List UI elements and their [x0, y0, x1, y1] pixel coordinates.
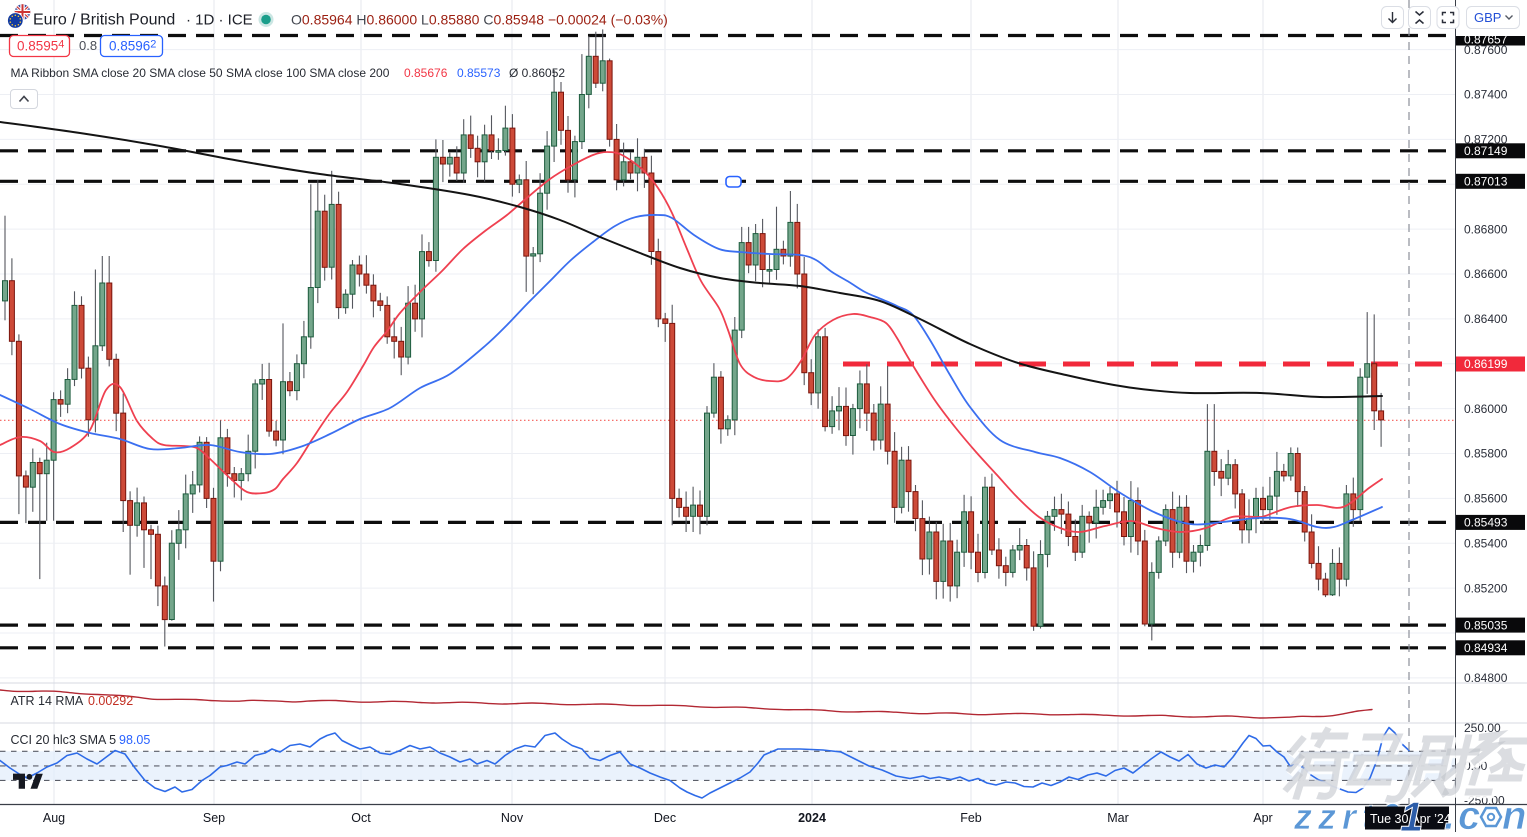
svg-text:0.85954: 0.85954: [17, 39, 64, 54]
svg-text:0.86000: 0.86000: [1464, 402, 1508, 416]
svg-text:0.85400: 0.85400: [1464, 536, 1508, 550]
svg-text:0.86800: 0.86800: [1464, 222, 1508, 236]
svg-text:0.85035: 0.85035: [1464, 618, 1508, 632]
svg-text:Feb: Feb: [960, 811, 982, 825]
svg-text:O0.85964 H0.86000 L0.85880 C0.: O0.85964 H0.86000 L0.85880 C0.85948 −0.0…: [291, 12, 668, 28]
svg-text:Dec: Dec: [654, 811, 676, 825]
svg-text:0.85200: 0.85200: [1464, 581, 1508, 595]
svg-text:0.86600: 0.86600: [1464, 267, 1508, 281]
svg-text:MA Ribbon SMA close 20 SMA clo: MA Ribbon SMA close 20 SMA close 50 SMA …: [11, 66, 390, 80]
svg-text:Mar: Mar: [1107, 811, 1129, 825]
svg-text:0.85962: 0.85962: [109, 39, 156, 54]
svg-text:0.87400: 0.87400: [1464, 88, 1508, 102]
svg-text:0.86199: 0.86199: [1464, 357, 1508, 371]
svg-text:Sep: Sep: [203, 811, 225, 825]
svg-text:c: c: [1458, 794, 1480, 832]
svg-text:Aug: Aug: [43, 811, 65, 825]
svg-text:0.87013: 0.87013: [1464, 175, 1508, 189]
svg-text:0.85493: 0.85493: [1464, 516, 1508, 530]
svg-text:Oct: Oct: [351, 811, 371, 825]
svg-text:0.86400: 0.86400: [1464, 312, 1508, 326]
svg-text:0.85800: 0.85800: [1464, 447, 1508, 461]
svg-text:Apr: Apr: [1253, 811, 1272, 825]
svg-text:0.87149: 0.87149: [1464, 144, 1508, 158]
svg-text:2024: 2024: [798, 811, 826, 825]
svg-text:Nov: Nov: [501, 811, 524, 825]
svg-text:98.05: 98.05: [119, 733, 150, 747]
svg-text:Ø 0.86052: Ø 0.86052: [509, 66, 565, 80]
svg-text:0.84934: 0.84934: [1464, 641, 1508, 655]
svg-text:Euro / British Pound: Euro / British Pound: [33, 12, 175, 29]
svg-text:GBP: GBP: [1474, 10, 1501, 25]
svg-text:0.87600: 0.87600: [1464, 43, 1508, 57]
svg-text:250.00: 250.00: [1464, 721, 1501, 735]
svg-text:0.85676: 0.85676: [404, 66, 448, 80]
svg-text:· 1D · ICE: · 1D · ICE: [186, 12, 253, 29]
svg-text:CCI 20 hlc3 SMA 5: CCI 20 hlc3 SMA 5: [11, 733, 117, 747]
svg-text:.: .: [1444, 794, 1455, 832]
svg-text:0.85573: 0.85573: [457, 66, 501, 80]
svg-text:ATR 14 RMA: ATR 14 RMA: [11, 694, 84, 708]
svg-text:0.84800: 0.84800: [1464, 671, 1508, 685]
svg-text:n: n: [1502, 794, 1526, 832]
svg-text:0.87657: 0.87657: [1464, 33, 1508, 47]
svg-text:1: 1: [1400, 793, 1423, 832]
svg-text:0.8: 0.8: [79, 38, 97, 53]
svg-text:0.85600: 0.85600: [1464, 492, 1508, 506]
svg-text:0.87200: 0.87200: [1464, 133, 1508, 147]
svg-text:0.00292: 0.00292: [88, 694, 133, 708]
svg-text:Tue 30 Apr ’24: Tue 30 Apr ’24: [1370, 812, 1451, 826]
